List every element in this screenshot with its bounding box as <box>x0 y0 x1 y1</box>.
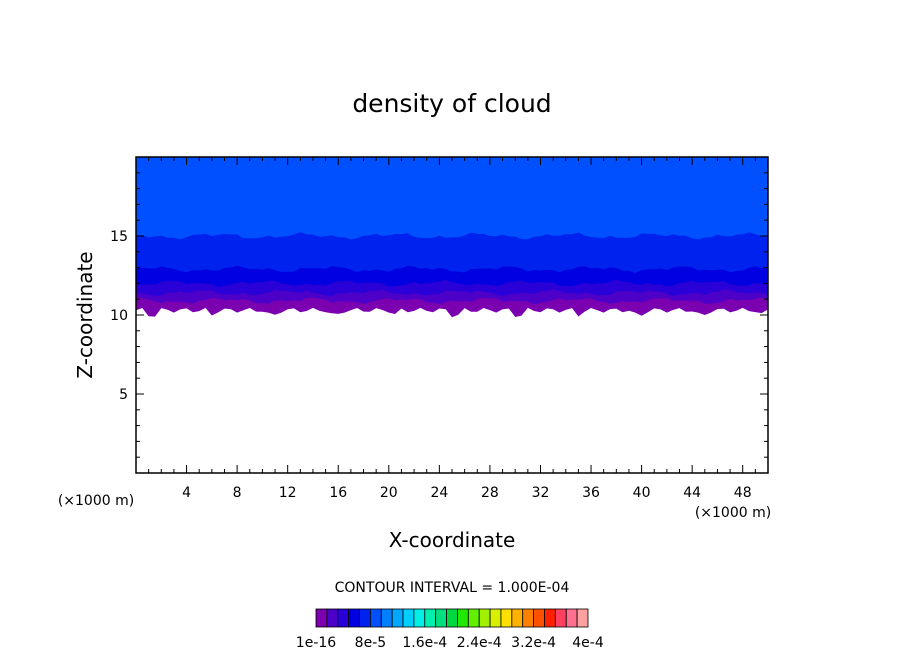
colorbar-label: 1e-16 <box>296 635 336 651</box>
x-tick-label: 36 <box>582 485 600 501</box>
contour-interval-text: CONTOUR INTERVAL = 1.000E-04 <box>335 580 570 596</box>
x-tick-label: 24 <box>430 485 448 501</box>
x-tick-label: 4 <box>182 485 191 501</box>
colorbar-swatch <box>522 608 534 628</box>
x-tick-label: 8 <box>233 485 242 501</box>
colorbar-swatch <box>359 608 371 628</box>
colorbar-label: 2.4e-4 <box>457 635 502 651</box>
colorbar-swatch <box>337 608 350 628</box>
x-tick-label: 48 <box>734 485 752 501</box>
colorbar-swatch <box>391 608 404 628</box>
y-tick-label: 10 <box>110 308 128 324</box>
x-tick-label: 32 <box>532 485 550 501</box>
colorbar-swatch <box>435 608 447 628</box>
colorbar-swatch <box>554 608 567 628</box>
colorbar-swatch <box>424 608 437 628</box>
x-tick-label: 28 <box>481 485 499 501</box>
colorbar-swatch <box>369 608 382 628</box>
x-tick-label: 44 <box>683 485 701 501</box>
x-tick-label: 16 <box>329 485 347 501</box>
colorbar-swatch <box>413 608 426 628</box>
contour-fills <box>136 157 768 318</box>
colorbar-swatch <box>446 608 458 628</box>
colorbar-swatch <box>565 608 578 628</box>
x-tick-label: 20 <box>380 485 398 501</box>
y-tick-label: 5 <box>119 387 128 403</box>
axis-ticks <box>136 157 768 473</box>
colorbar-label: 3.2e-4 <box>511 635 556 651</box>
colorbar-label: 1.6e-4 <box>402 635 447 651</box>
x-unit-left: (×1000 m) <box>58 493 134 509</box>
colorbar-swatch <box>533 608 545 628</box>
colorbar-label: 4e-4 <box>572 635 604 651</box>
colorbar-labels: 1e-16 8e-5 1.6e-4 2.4e-4 3.2e-4 4e-4 <box>296 635 604 651</box>
y-axis-label: Z-coordinate <box>73 251 97 378</box>
colorbar-swatch <box>576 608 589 628</box>
colorbar-label: 8e-5 <box>355 635 386 651</box>
colorbar <box>315 608 589 628</box>
x-axis-label: X-coordinate <box>389 528 516 552</box>
colorbar-swatch <box>457 608 469 628</box>
colorbar-swatch <box>348 608 360 628</box>
x-tick-label: 40 <box>633 485 651 501</box>
colorbar-swatch <box>500 608 513 628</box>
colorbar-swatch <box>380 608 393 628</box>
colorbar-swatch <box>467 608 480 628</box>
x-tick-label: 12 <box>279 485 297 501</box>
x-unit-right: (×1000 m) <box>695 505 771 521</box>
colorbar-swatch <box>315 608 328 628</box>
colorbar-swatch <box>511 608 524 628</box>
colorbar-swatch <box>326 608 339 628</box>
colorbar-swatch <box>544 608 556 628</box>
y-tick-label: 15 <box>110 229 128 245</box>
colorbar-swatch <box>402 608 415 628</box>
contour-layer <box>136 157 768 240</box>
colorbar-swatch <box>478 608 491 628</box>
chart-title: density of cloud <box>352 89 551 118</box>
colorbar-swatch <box>489 608 502 628</box>
